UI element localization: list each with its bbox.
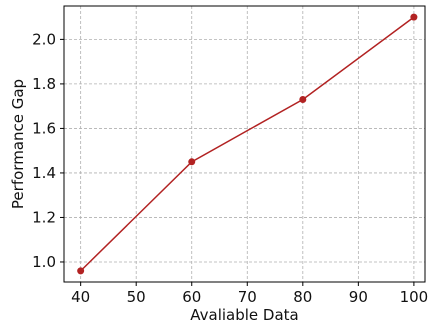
x-tick-label: 60 — [182, 288, 201, 306]
grid — [64, 6, 425, 282]
x-tick-label: 80 — [293, 288, 312, 306]
plot-frame — [63, 5, 426, 283]
x-tick-label: 50 — [127, 288, 146, 306]
y-tick-label: 1.2 — [32, 208, 56, 226]
x-axis: 40 50 60 70 80 90 100 — [71, 282, 428, 306]
y-tick-label: 1.0 — [32, 253, 56, 271]
y-axis-label: Performance Gap — [9, 79, 27, 209]
data-point — [299, 95, 307, 103]
data-point — [188, 158, 196, 166]
y-tick-label: 2.0 — [32, 30, 56, 48]
x-axis-label: Avaliable Data — [190, 306, 298, 324]
data-point — [410, 13, 418, 21]
y-tick-label: 1.4 — [32, 164, 56, 182]
y-tick-label: 1.6 — [32, 119, 56, 137]
x-tick-label: 90 — [349, 288, 368, 306]
y-axis: 1.0 1.2 1.4 1.6 1.8 2.0 — [32, 30, 64, 271]
data-point — [77, 267, 85, 275]
x-tick-label: 100 — [400, 288, 429, 306]
x-tick-label: 70 — [238, 288, 257, 306]
y-tick-label: 1.8 — [32, 75, 56, 93]
series-line — [80, 16, 415, 272]
x-tick-label: 40 — [71, 288, 90, 306]
series-group — [77, 13, 418, 275]
